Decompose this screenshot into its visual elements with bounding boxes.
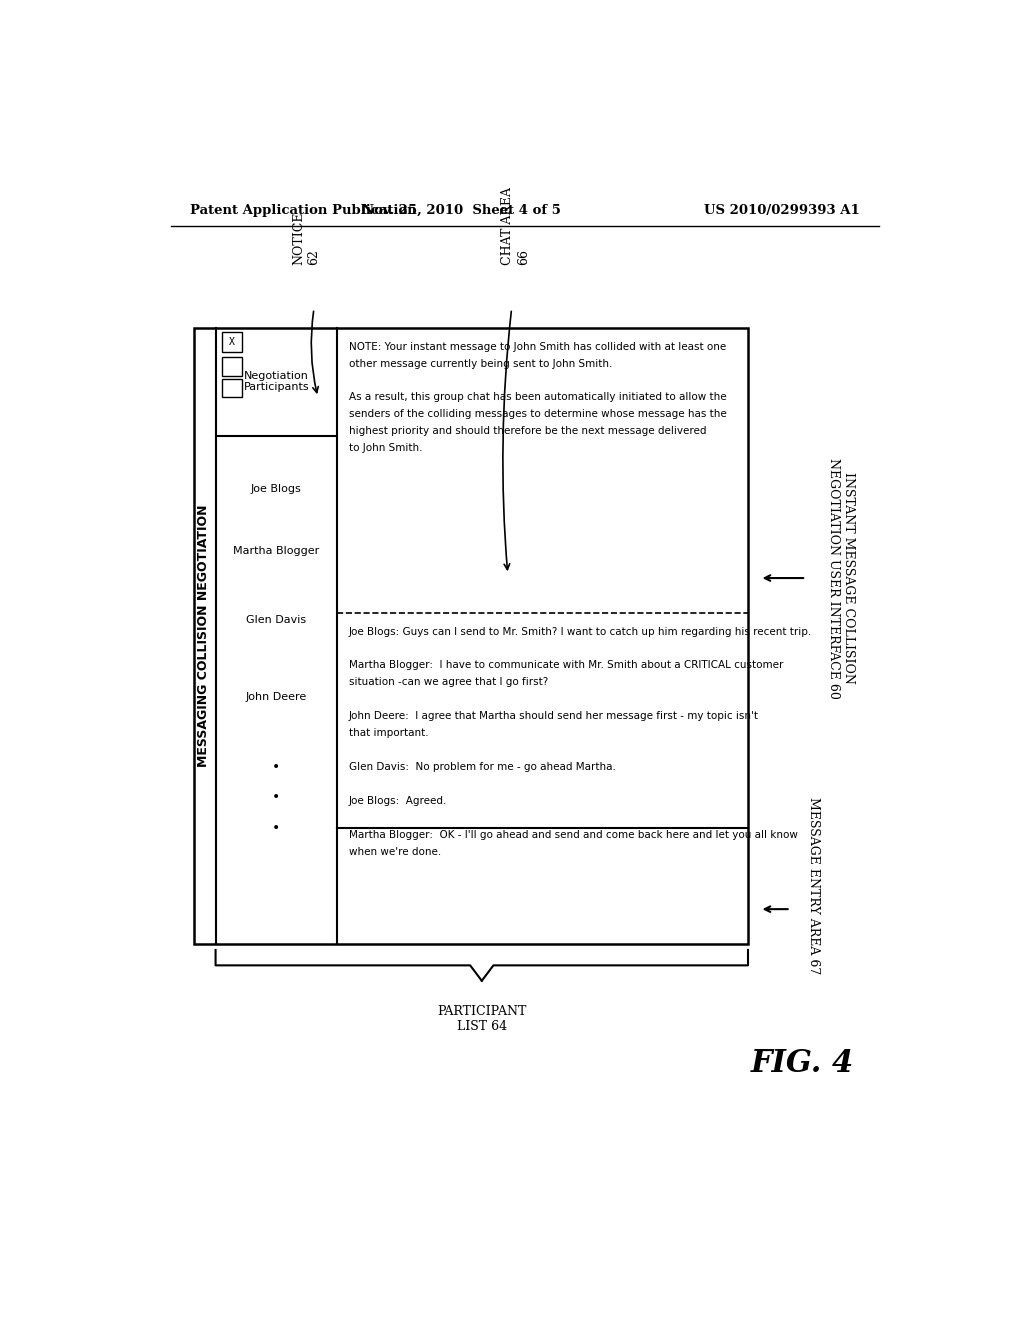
Text: John Deere:  I agree that Martha should send her message first - my topic isn't: John Deere: I agree that Martha should s… bbox=[349, 711, 759, 721]
Text: highest priority and should therefore be the next message delivered: highest priority and should therefore be… bbox=[349, 426, 707, 437]
Text: when we're done.: when we're done. bbox=[349, 847, 441, 857]
Text: •: • bbox=[272, 791, 281, 804]
Text: US 2010/0299393 A1: US 2010/0299393 A1 bbox=[703, 205, 859, 218]
Text: Patent Application Publication: Patent Application Publication bbox=[190, 205, 417, 218]
Text: PARTICIPANT
LIST 64: PARTICIPANT LIST 64 bbox=[437, 1006, 526, 1034]
Text: INSTANT MESSAGE COLLISION
NEGOTIATION USER INTERFACE 60: INSTANT MESSAGE COLLISION NEGOTIATION US… bbox=[827, 458, 855, 698]
Text: FIG. 4: FIG. 4 bbox=[751, 1048, 854, 1078]
Text: MESSAGING COLLISION NEGOTIATION: MESSAGING COLLISION NEGOTIATION bbox=[197, 504, 210, 767]
Bar bbox=[222, 379, 242, 397]
Text: John Deere: John Deere bbox=[246, 693, 307, 702]
Text: Nov. 25, 2010  Sheet 4 of 5: Nov. 25, 2010 Sheet 4 of 5 bbox=[361, 205, 561, 218]
Text: senders of the colliding messages to determine whose message has the: senders of the colliding messages to det… bbox=[349, 409, 727, 420]
Text: NOTICE: NOTICE bbox=[292, 211, 305, 264]
Text: Negotiation
Participants: Negotiation Participants bbox=[244, 371, 309, 392]
Text: •: • bbox=[272, 821, 281, 836]
Text: Martha Blogger: Martha Blogger bbox=[233, 546, 319, 556]
Text: Martha Blogger:  OK - I'll go ahead and send and come back here and let you all : Martha Blogger: OK - I'll go ahead and s… bbox=[349, 830, 798, 840]
Text: situation -can we agree that I go first?: situation -can we agree that I go first? bbox=[349, 677, 548, 688]
Text: Joe Blogs: Joe Blogs bbox=[251, 484, 302, 495]
Text: MESSAGE ENTRY AREA 67: MESSAGE ENTRY AREA 67 bbox=[807, 797, 820, 974]
Bar bbox=[194, 327, 748, 944]
Text: Glen Davis: Glen Davis bbox=[247, 615, 306, 626]
Bar bbox=[222, 333, 242, 352]
Text: CHAT AREA: CHAT AREA bbox=[502, 186, 514, 264]
Text: NOTE: Your instant message to John Smith has collided with at least one: NOTE: Your instant message to John Smith… bbox=[349, 342, 726, 351]
Text: to John Smith.: to John Smith. bbox=[349, 444, 422, 453]
Text: 66: 66 bbox=[517, 248, 529, 264]
Text: Joe Blogs: Guys can I send to Mr. Smith? I want to catch up him regarding his re: Joe Blogs: Guys can I send to Mr. Smith?… bbox=[349, 627, 812, 636]
Bar bbox=[222, 358, 242, 376]
Text: that important.: that important. bbox=[349, 729, 428, 738]
Text: other message currently being sent to John Smith.: other message currently being sent to Jo… bbox=[349, 359, 612, 368]
Text: X: X bbox=[229, 338, 234, 347]
Text: As a result, this group chat has been automatically initiated to allow the: As a result, this group chat has been au… bbox=[349, 392, 726, 403]
Text: Joe Blogs:  Agreed.: Joe Blogs: Agreed. bbox=[349, 796, 447, 807]
Text: 62: 62 bbox=[307, 248, 321, 264]
Text: •: • bbox=[272, 760, 281, 774]
Text: Martha Blogger:  I have to communicate with Mr. Smith about a CRITICAL customer: Martha Blogger: I have to communicate wi… bbox=[349, 660, 783, 671]
Text: Glen Davis:  No problem for me - go ahead Martha.: Glen Davis: No problem for me - go ahead… bbox=[349, 762, 615, 772]
